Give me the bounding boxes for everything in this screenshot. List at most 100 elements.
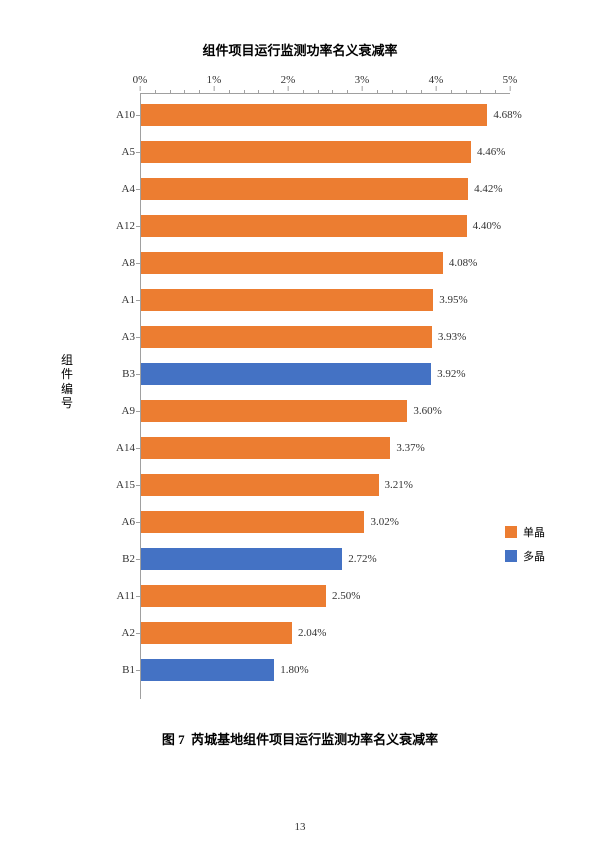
caption-text: 芮城基地组件项目运行监测功率名义衰减率 xyxy=(191,732,438,747)
x-axis: 0%1%2%3%4%5% xyxy=(140,74,510,94)
caption-prefix: 图 7 xyxy=(162,732,185,747)
bar-row: A124.40% xyxy=(141,215,501,237)
chart-title: 组件项目运行监测功率名义衰减率 xyxy=(50,40,550,59)
x-tick-label: 3% xyxy=(355,74,370,86)
x-minor-tick xyxy=(258,90,259,94)
bar xyxy=(141,622,292,644)
bar xyxy=(141,474,379,496)
bar xyxy=(141,400,407,422)
legend-item: 单晶 xyxy=(505,524,545,540)
bar-category-label: A8 xyxy=(122,257,141,269)
bar-category-label: B2 xyxy=(122,553,141,565)
x-minor-tick xyxy=(273,90,274,94)
document-page: 组件项目运行监测功率名义衰减率 组件编号 0%1%2%3%4%5% A104.6… xyxy=(0,0,600,848)
bar xyxy=(141,252,443,274)
bar-category-label: A4 xyxy=(122,183,141,195)
bar xyxy=(141,178,468,200)
bar-category-label: A5 xyxy=(122,146,141,158)
bar-value-label: 3.37% xyxy=(396,442,424,454)
bar xyxy=(141,104,487,126)
bar-value-label: 4.68% xyxy=(493,109,521,121)
bar-value-label: 3.95% xyxy=(439,294,467,306)
bar-value-label: 4.42% xyxy=(474,183,502,195)
x-minor-tick xyxy=(199,90,200,94)
page-number: 13 xyxy=(0,821,600,833)
bar-value-label: 3.92% xyxy=(437,368,465,380)
bar-value-label: 4.08% xyxy=(449,257,477,269)
bar-row: B11.80% xyxy=(141,659,309,681)
legend-swatch xyxy=(505,526,517,538)
bar-row: A104.68% xyxy=(141,104,522,126)
bar-row: A84.08% xyxy=(141,252,477,274)
plot-area: A104.68%A54.46%A44.42%A124.40%A84.08%A13… xyxy=(140,94,510,699)
x-tick-label: 2% xyxy=(281,74,296,86)
bar xyxy=(141,289,433,311)
y-axis-label: 组件编号 xyxy=(60,353,74,411)
legend-item: 多晶 xyxy=(505,548,545,564)
bar-row: A44.42% xyxy=(141,178,503,200)
chart-area: 组件编号 0%1%2%3%4%5% A104.68%A54.46%A44.42%… xyxy=(50,74,550,704)
x-minor-tick xyxy=(406,90,407,94)
bar-row: A54.46% xyxy=(141,141,505,163)
x-minor-tick xyxy=(466,90,467,94)
figure-caption: 图 7 芮城基地组件项目运行监测功率名义衰减率 xyxy=(50,729,550,748)
bar-category-label: A14 xyxy=(116,442,141,454)
x-minor-tick xyxy=(303,90,304,94)
x-minor-tick xyxy=(392,90,393,94)
bar-row: B22.72% xyxy=(141,548,377,570)
x-tick-label: 5% xyxy=(503,74,518,86)
bar-category-label: A11 xyxy=(116,590,141,602)
x-minor-tick xyxy=(480,90,481,94)
x-tick-label: 4% xyxy=(429,74,444,86)
bar-category-label: A3 xyxy=(122,331,141,343)
bar-row: A112.50% xyxy=(141,585,360,607)
bar-row: A13.95% xyxy=(141,289,468,311)
bar xyxy=(141,326,432,348)
bar-value-label: 2.50% xyxy=(332,590,360,602)
bar-category-label: A10 xyxy=(116,109,141,121)
bar xyxy=(141,511,364,533)
x-tick-label: 0% xyxy=(133,74,148,86)
x-minor-tick xyxy=(495,90,496,94)
legend: 单晶多晶 xyxy=(505,524,545,572)
legend-label: 多晶 xyxy=(523,548,545,564)
bar-category-label: A1 xyxy=(122,294,141,306)
bar-row: B33.92% xyxy=(141,363,466,385)
x-minor-tick xyxy=(347,90,348,94)
bar-value-label: 3.93% xyxy=(438,331,466,343)
bar-category-label: B3 xyxy=(122,368,141,380)
bar-row: A143.37% xyxy=(141,437,425,459)
x-tick-label: 1% xyxy=(207,74,222,86)
bar-category-label: A6 xyxy=(122,516,141,528)
bar-value-label: 4.40% xyxy=(473,220,501,232)
bar-value-label: 2.04% xyxy=(298,627,326,639)
x-minor-tick xyxy=(318,90,319,94)
bar-value-label: 2.72% xyxy=(348,553,376,565)
bar-row: A33.93% xyxy=(141,326,466,348)
x-minor-tick xyxy=(377,90,378,94)
x-minor-tick xyxy=(332,90,333,94)
bar-category-label: A12 xyxy=(116,220,141,232)
x-minor-tick xyxy=(229,90,230,94)
bar-value-label: 1.80% xyxy=(280,664,308,676)
x-minor-tick xyxy=(451,90,452,94)
bar-row: A153.21% xyxy=(141,474,413,496)
x-minor-tick xyxy=(170,90,171,94)
bar xyxy=(141,141,471,163)
x-minor-tick xyxy=(421,90,422,94)
bar xyxy=(141,585,326,607)
bar-category-label: A2 xyxy=(122,627,141,639)
bar-value-label: 3.21% xyxy=(385,479,413,491)
bar-value-label: 3.60% xyxy=(413,405,441,417)
bar-row: A22.04% xyxy=(141,622,326,644)
bar-category-label: A9 xyxy=(122,405,141,417)
bar xyxy=(141,659,274,681)
bar-category-label: B1 xyxy=(122,664,141,676)
x-minor-tick xyxy=(184,90,185,94)
bar-value-label: 4.46% xyxy=(477,146,505,158)
bar xyxy=(141,215,467,237)
legend-label: 单晶 xyxy=(523,524,545,540)
bar xyxy=(141,437,390,459)
bar-value-label: 3.02% xyxy=(370,516,398,528)
bar xyxy=(141,363,431,385)
